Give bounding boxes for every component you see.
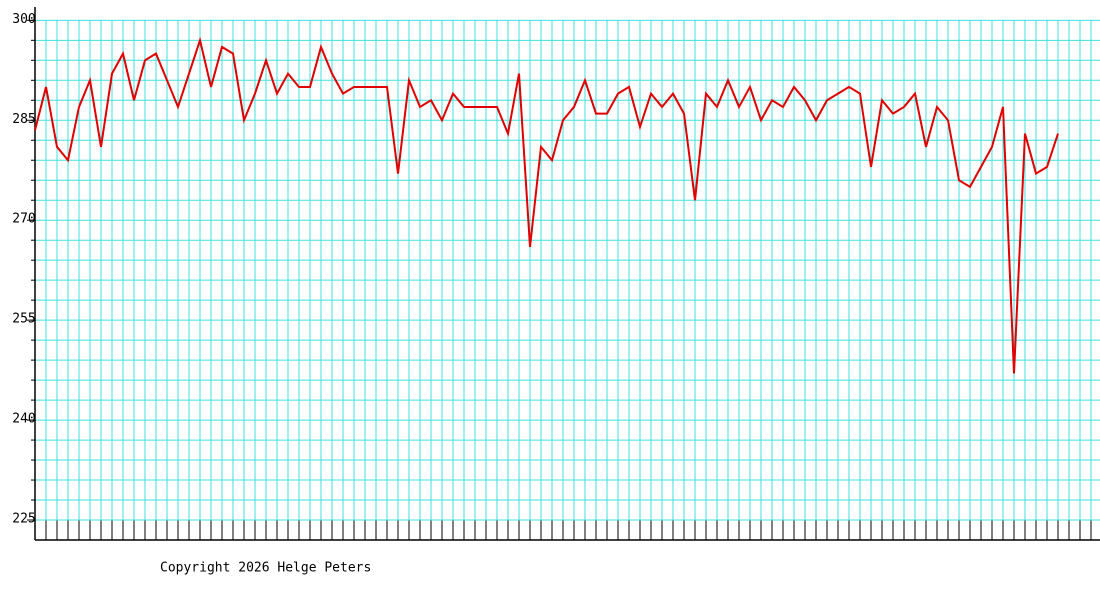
- y-tick-label: 270: [12, 212, 35, 227]
- footer: Copyright 2026 Helge Peters: [160, 561, 371, 576]
- y-tick-label: 240: [12, 412, 35, 427]
- y-tick-label: 285: [12, 112, 35, 127]
- y-tick-label: 225: [12, 512, 35, 527]
- y-tick-label: 255: [12, 312, 35, 327]
- y-tick-label: 300: [12, 12, 35, 27]
- data-line: [34, 36, 1059, 374]
